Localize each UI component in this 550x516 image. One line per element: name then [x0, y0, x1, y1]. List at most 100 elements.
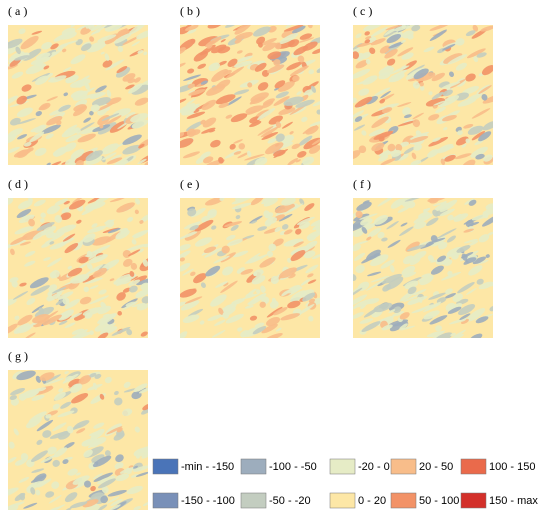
- map-patch: [180, 98, 187, 105]
- map-patch: [51, 270, 60, 279]
- map-patch: [450, 332, 456, 337]
- map-patch: [457, 130, 463, 136]
- map-patch: [111, 326, 131, 336]
- map-patch: [86, 41, 107, 53]
- map-patch: [418, 278, 424, 283]
- map-patch: [18, 477, 30, 483]
- map-patch: [24, 332, 36, 338]
- map-patch: [353, 306, 358, 310]
- map-patch: [353, 294, 368, 307]
- map-patch: [441, 81, 461, 89]
- map-patch: [388, 309, 396, 314]
- map-patch: [68, 199, 86, 210]
- map-patch: [207, 25, 222, 29]
- map-patch: [459, 313, 471, 320]
- map-patch: [378, 136, 385, 142]
- map-patch: [218, 307, 224, 315]
- map-patch: [268, 115, 283, 125]
- map-patch: [23, 141, 32, 147]
- map-patch: [403, 114, 412, 119]
- map-patch: [475, 153, 485, 160]
- legend-label: -min - -150: [181, 461, 234, 473]
- map-patch: [361, 321, 381, 333]
- map-patch: [18, 200, 33, 210]
- map-patch: [116, 427, 123, 433]
- map-patch: [225, 313, 244, 324]
- map-patch: [137, 49, 144, 54]
- map-patch: [230, 224, 239, 231]
- map-patch: [267, 64, 285, 74]
- map-patch: [12, 291, 29, 300]
- map-patch: [273, 307, 288, 316]
- map-patch: [70, 25, 76, 28]
- map-patch: [300, 278, 311, 286]
- map-patch: [180, 47, 186, 55]
- map-patch: [279, 33, 299, 45]
- map-patch: [132, 465, 148, 472]
- legend-swatch: [390, 492, 417, 509]
- map-patch: [46, 205, 61, 215]
- map-patch: [353, 274, 357, 281]
- map-patch: [140, 213, 148, 223]
- map-patch: [96, 102, 115, 112]
- map-patch: [297, 55, 305, 63]
- map-patch: [113, 432, 125, 441]
- map-patch: [135, 289, 148, 298]
- map-patch: [57, 237, 75, 247]
- map-patch: [392, 311, 405, 317]
- map-patch: [122, 36, 140, 45]
- map-patch: [274, 87, 279, 91]
- map-patch: [265, 142, 284, 155]
- map-patch: [35, 110, 42, 117]
- map-patch: [240, 330, 250, 338]
- map-patch: [49, 241, 55, 245]
- map-patch: [183, 74, 202, 81]
- map-patch: [63, 124, 78, 134]
- map-patch: [427, 254, 435, 262]
- map-patch: [55, 299, 64, 306]
- map-patch: [64, 243, 79, 254]
- map-patch: [22, 230, 44, 241]
- map-patch: [91, 236, 112, 246]
- map-patch: [405, 25, 416, 29]
- map-patch: [311, 137, 320, 146]
- map-patch: [252, 26, 271, 37]
- map-patch: [260, 126, 279, 138]
- map-patch: [91, 454, 105, 463]
- map-patch: [254, 157, 268, 165]
- map-patch: [18, 28, 26, 35]
- map-patch: [250, 220, 258, 224]
- map-patch: [453, 213, 469, 222]
- map-patch: [222, 312, 229, 319]
- map-patch: [353, 312, 364, 320]
- map-patch: [51, 481, 60, 489]
- map-patch: [442, 43, 456, 51]
- map-patch: [261, 198, 280, 205]
- map-patch: [274, 227, 281, 233]
- map-patch: [35, 489, 41, 496]
- map-panel: [353, 198, 493, 338]
- map-patch: [419, 85, 425, 91]
- map-patch: [259, 257, 276, 268]
- map-patch: [97, 122, 117, 135]
- map-patch: [95, 85, 107, 93]
- map-patch: [63, 92, 68, 97]
- map-patch: [444, 293, 456, 299]
- map-patch: [84, 277, 103, 285]
- legend-label: -150 - -100: [181, 495, 235, 507]
- map-patch: [356, 78, 376, 85]
- map-patch: [373, 215, 388, 225]
- map-patch: [180, 262, 191, 272]
- map-patch: [456, 245, 471, 253]
- map-patch: [403, 146, 415, 155]
- map-patch: [202, 156, 214, 164]
- map-patch: [104, 25, 117, 29]
- map-patch: [436, 255, 447, 263]
- map-patch: [257, 82, 269, 91]
- map-patch: [19, 282, 27, 287]
- map-patch: [109, 504, 121, 510]
- map-patch: [447, 306, 462, 314]
- map-patch: [135, 471, 148, 477]
- map-patch: [102, 60, 113, 68]
- map-patch: [289, 131, 294, 135]
